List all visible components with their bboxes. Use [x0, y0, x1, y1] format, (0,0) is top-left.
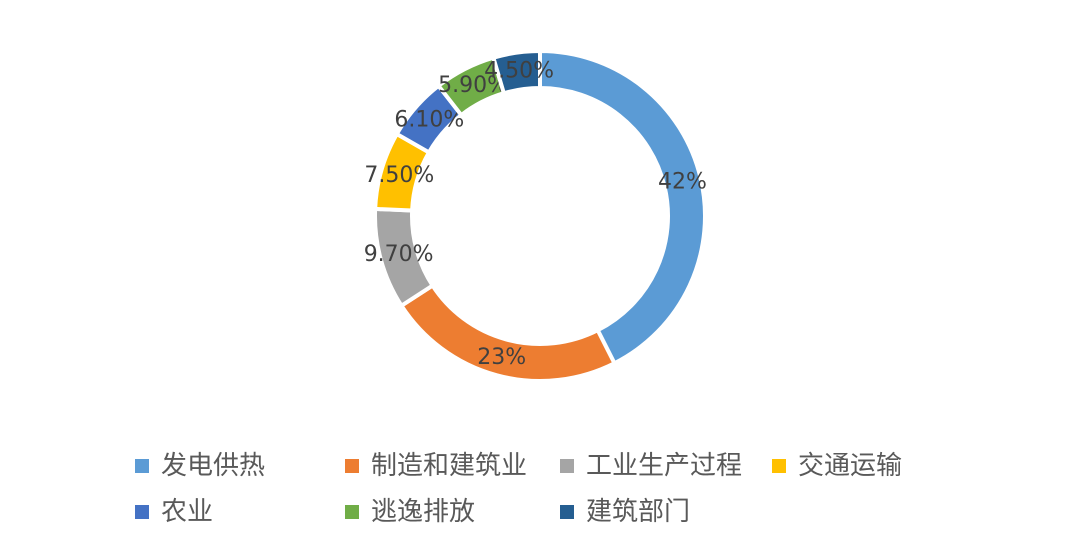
- data-label-industrial-process: 9.70%: [364, 242, 434, 267]
- legend-label-building-sector: 建筑部门: [586, 497, 691, 527]
- donut-chart: 42% 23% 9.70% 7.50% 6.10% 5.90% 4.50%: [363, 48, 707, 381]
- legend-swatch-fugitive-emissions: [345, 505, 359, 519]
- legend-label-fugitive-emissions: 逃逸排放: [371, 497, 476, 527]
- legend-swatch-industrial-process: [560, 459, 574, 473]
- donut-chart-svg: 42% 23% 9.70% 7.50% 6.10% 5.90%4.50%: [363, 48, 707, 381]
- legend-item-fugitive-emissions: 逃逸排放: [345, 492, 475, 532]
- legend-swatch-agriculture: [135, 505, 149, 519]
- legend-item-manufacturing-construction: 制造和建筑业: [345, 446, 527, 486]
- data-label-building-sector: 4.50%: [484, 59, 554, 84]
- legend-label-industrial-process: 工业生产过程: [586, 451, 743, 481]
- data-label-power-heat: 42%: [658, 170, 707, 195]
- legend-item-industrial-process: 工业生产过程: [560, 446, 742, 486]
- legend-label-transport: 交通运输: [798, 451, 903, 481]
- legend-item-building-sector: 建筑部门: [560, 492, 690, 532]
- legend-swatch-manufacturing-construction: [345, 459, 359, 473]
- legend-label-power-heat: 发电供热: [161, 451, 266, 481]
- legend-label-agriculture: 农业: [161, 497, 214, 527]
- legend-item-power-heat: 发电供热: [135, 446, 265, 486]
- legend-swatch-building-sector: [560, 505, 574, 519]
- legend-label-manufacturing-construction: 制造和建筑业: [371, 451, 528, 481]
- legend-item-agriculture: 农业: [135, 492, 213, 532]
- data-label-fugitive-emissions: 5.90%: [438, 73, 508, 98]
- donut-slice-building-sector: [490, 48, 542, 96]
- data-label-agriculture: 6.10%: [394, 107, 464, 132]
- data-label-transport: 7.50%: [364, 163, 434, 188]
- donut-slice-power-heat: [538, 48, 707, 366]
- data-label-manufacturing-construction: 23%: [477, 345, 526, 370]
- legend-item-transport: 交通运输: [772, 446, 902, 486]
- chart-legend: 发电供热 制造和建筑业 工业生产过程 交通运输 农业 逃逸排放 建筑部门: [0, 440, 1080, 552]
- legend-swatch-power-heat: [135, 459, 149, 473]
- legend-swatch-transport: [772, 459, 786, 473]
